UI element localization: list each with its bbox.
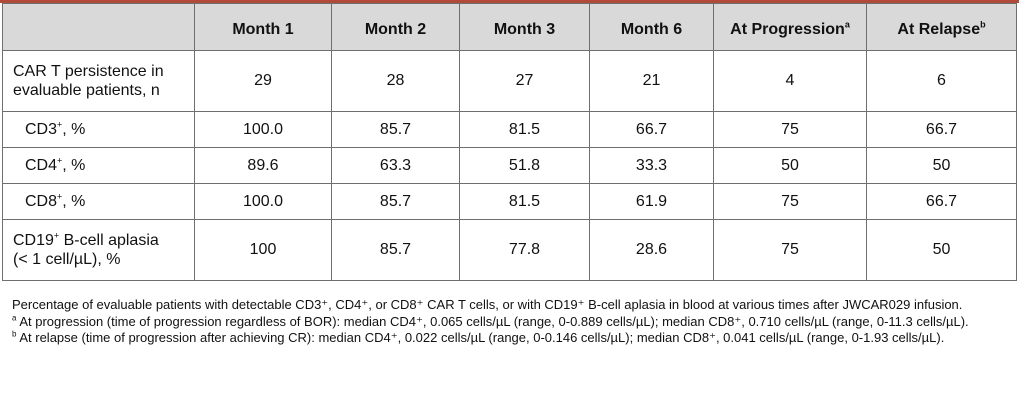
- footnote-b-text: At relapse (time of progression after ac…: [16, 330, 945, 345]
- header-row: Month 1 Month 2 Month 3 Month 6 At Progr…: [2, 3, 1017, 51]
- table-cell: 50: [866, 147, 1017, 184]
- table-cell: 28: [331, 50, 460, 112]
- table-cell: 28.6: [589, 219, 714, 281]
- table-cell: 4: [713, 50, 867, 112]
- table-cell: 29: [194, 50, 332, 112]
- footnote-a: a At progression (time of progression re…: [12, 314, 1007, 331]
- table-cell: 61.9: [589, 183, 714, 220]
- header-month-6: Month 6: [589, 3, 714, 51]
- table-cell: 66.7: [589, 111, 714, 148]
- table-row: CD8+, % 100.0 85.7 81.5 61.9 75 66.7: [2, 183, 1017, 220]
- table-cell: 51.8: [459, 147, 590, 184]
- table-cell: 89.6: [194, 147, 332, 184]
- row-label-cd4: CD4+, %: [2, 147, 195, 184]
- table-row: CAR T persistence in evaluable patients, …: [2, 50, 1017, 112]
- table-row: CD4+, % 89.6 63.3 51.8 33.3 50 50: [2, 147, 1017, 184]
- row-label-cd3: CD3+, %: [2, 111, 195, 148]
- table-cell: 50: [866, 219, 1017, 281]
- table-cell: 75: [713, 111, 867, 148]
- header-at-progression: At Progressiona: [713, 3, 867, 51]
- table-cell: 63.3: [331, 147, 460, 184]
- top-accent-rule: [0, 0, 1019, 3]
- footnote-b-mark: b: [12, 329, 17, 339]
- table-cell: 100.0: [194, 183, 332, 220]
- header-at-relapse: At Relapseb: [866, 3, 1017, 51]
- table-cell: 27: [459, 50, 590, 112]
- header-cell-empty: [2, 3, 195, 51]
- row-label-car-t-persistence: CAR T persistence in evaluable patients, …: [2, 50, 195, 112]
- table-cell: 50: [713, 147, 867, 184]
- footnote-a-mark: a: [12, 313, 17, 323]
- table-cell: 75: [713, 183, 867, 220]
- table-cell: 81.5: [459, 183, 590, 220]
- table-cell: 85.7: [331, 219, 460, 281]
- table-cell: 81.5: [459, 111, 590, 148]
- header-month-3: Month 3: [459, 3, 590, 51]
- footnote-main: Percentage of evaluable patients with de…: [12, 297, 963, 312]
- table-row: CD19+ B-cell aplasia (< 1 cell/µL), % 100…: [2, 219, 1017, 281]
- table-cell: 100.0: [194, 111, 332, 148]
- table-cell: 77.8: [459, 219, 590, 281]
- table-cell: 85.7: [331, 111, 460, 148]
- persistence-table: Month 1 Month 2 Month 3 Month 6 At Progr…: [2, 3, 1017, 281]
- header-month-2: Month 2: [331, 3, 460, 51]
- table-cell: 66.7: [866, 183, 1017, 220]
- table-cell: 66.7: [866, 111, 1017, 148]
- row-label-cd19-aplasia: CD19+ B-cell aplasia (< 1 cell/µL), %: [2, 219, 195, 281]
- table-cell: 85.7: [331, 183, 460, 220]
- footnotes: Percentage of evaluable patients with de…: [12, 297, 1007, 347]
- table-cell: 75: [713, 219, 867, 281]
- table-cell: 21: [589, 50, 714, 112]
- table-cell: 6: [866, 50, 1017, 112]
- row-label-cd8: CD8+, %: [2, 183, 195, 220]
- table-cell: 100: [194, 219, 332, 281]
- table-cell: 33.3: [589, 147, 714, 184]
- table-row: CD3+, % 100.0 85.7 81.5 66.7 75 66.7: [2, 111, 1017, 148]
- footnote-a-text: At progression (time of progression rega…: [16, 313, 969, 329]
- footnote-b: b At relapse (time of progression after …: [12, 330, 1007, 347]
- header-month-1: Month 1: [194, 3, 332, 51]
